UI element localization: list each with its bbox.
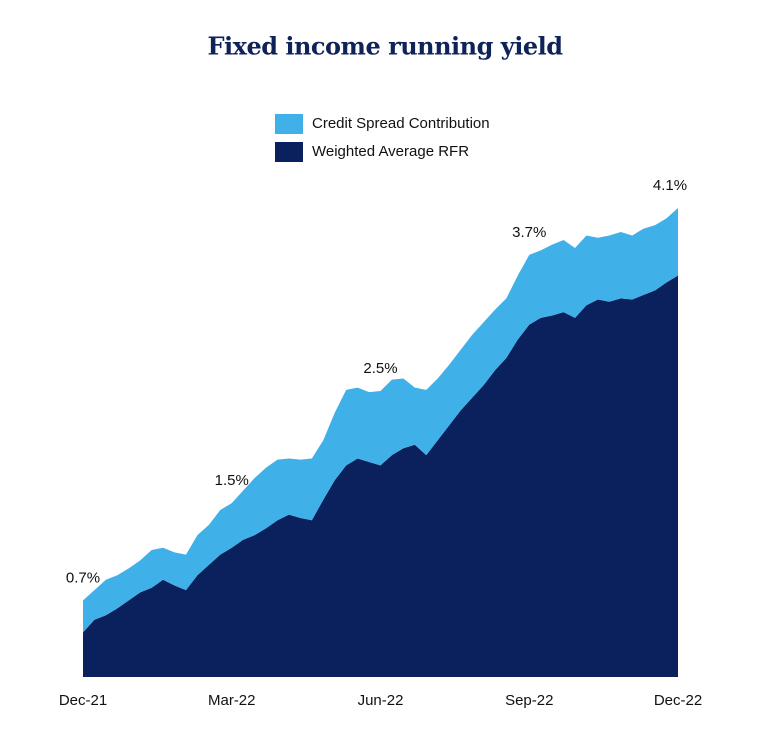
area — [83, 275, 678, 677]
x-tick-label: Dec-22 — [654, 692, 702, 709]
legend-label: Credit Spread Contribution — [312, 115, 490, 132]
data-label: 3.7% — [512, 224, 546, 241]
x-tick-label: Jun-22 — [358, 692, 404, 709]
x-tick-label: Mar-22 — [208, 692, 256, 709]
area — [83, 208, 678, 633]
legend-label: Weighted Average RFR — [312, 143, 469, 160]
legend-swatch — [275, 142, 303, 162]
chart-title: Fixed income running yield — [207, 32, 563, 61]
data-label: 1.5% — [215, 472, 249, 489]
x-tick-label: Sep-22 — [505, 692, 553, 709]
data-label: 0.7% — [66, 569, 100, 586]
x-tick-label: Dec-21 — [59, 692, 107, 709]
data-label: 2.5% — [363, 360, 397, 377]
legend-swatch — [275, 114, 303, 134]
data-label: 4.1% — [653, 177, 687, 194]
